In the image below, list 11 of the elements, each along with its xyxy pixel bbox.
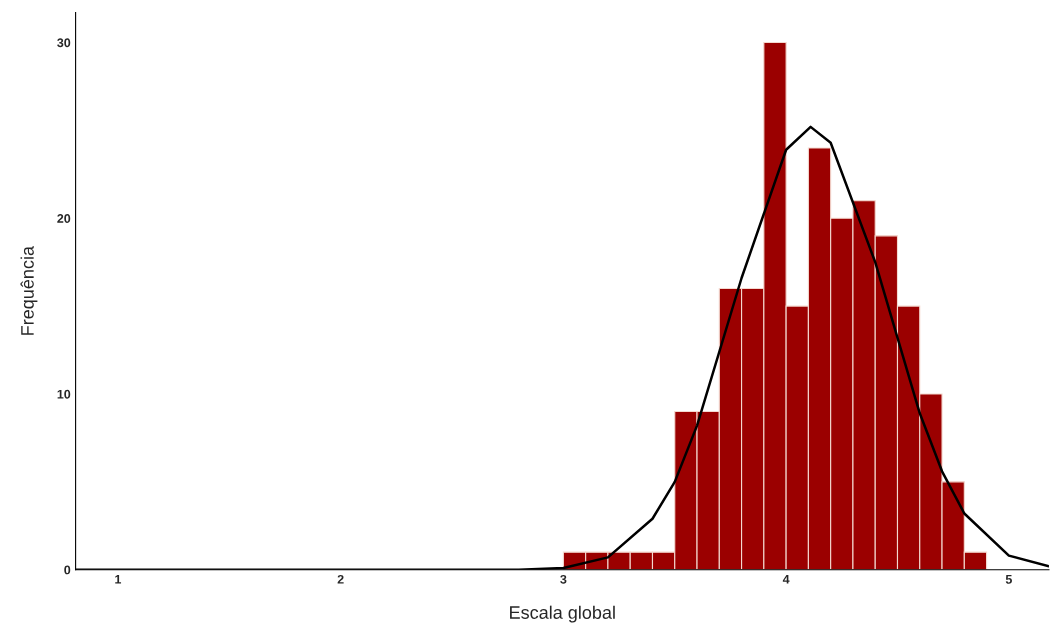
y-tick-label: 20 xyxy=(57,214,71,223)
x-tick-label: 2 xyxy=(337,574,344,584)
x-tick-label: 5 xyxy=(1005,575,1012,584)
y-tick-label: 0 xyxy=(64,565,71,575)
x-tick-label: 4 xyxy=(782,575,790,584)
y-axis-title: Frequência xyxy=(20,246,38,335)
y-tick-label: 30 xyxy=(57,38,71,48)
x-axis-title: Escala global xyxy=(510,605,615,623)
x-tick-label: 1 xyxy=(115,575,122,584)
x-tick-label: 3 xyxy=(560,574,567,584)
y-tick-label: 10 xyxy=(57,389,71,399)
